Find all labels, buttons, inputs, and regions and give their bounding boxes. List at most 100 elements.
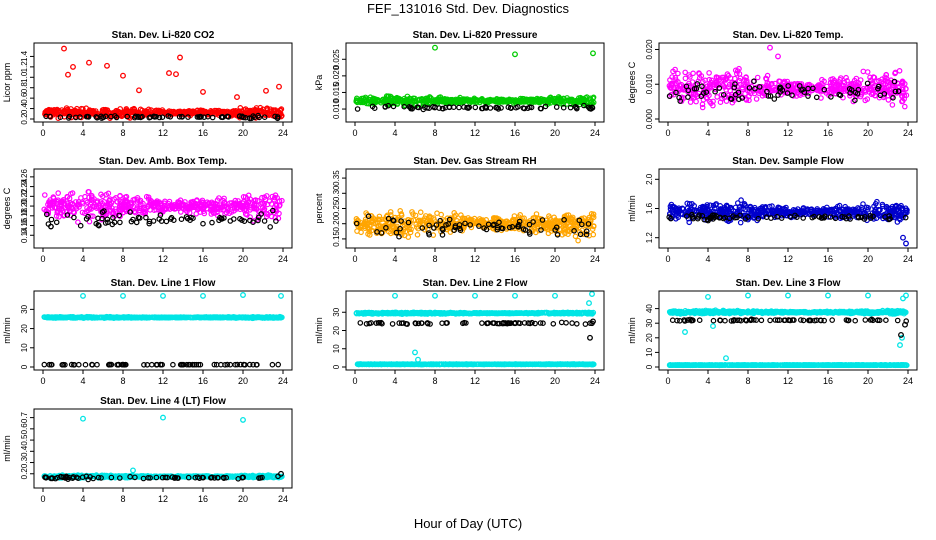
data-point bbox=[269, 207, 276, 214]
data-point bbox=[405, 234, 412, 240]
data-point bbox=[808, 206, 815, 213]
data-point bbox=[590, 231, 597, 238]
x-tick-label: 12 bbox=[158, 376, 168, 386]
data-point bbox=[864, 69, 871, 75]
data-point bbox=[413, 221, 419, 228]
data-point bbox=[189, 109, 195, 116]
data-point bbox=[555, 97, 561, 104]
y-tick-label: 0.14 bbox=[20, 227, 29, 243]
data-point bbox=[126, 314, 132, 321]
data-point bbox=[185, 314, 192, 321]
data-point bbox=[434, 310, 440, 317]
data-point bbox=[714, 94, 721, 100]
data-point bbox=[107, 313, 113, 320]
data-point bbox=[577, 231, 584, 238]
data-point bbox=[237, 113, 243, 119]
data-point bbox=[448, 99, 455, 105]
data-point bbox=[675, 209, 681, 216]
data-point bbox=[731, 84, 738, 91]
data-point bbox=[832, 82, 838, 89]
data-point bbox=[517, 212, 524, 218]
x-tick-label: 12 bbox=[783, 254, 793, 264]
y-tick-label: 0.18 bbox=[20, 207, 29, 223]
outlier-point bbox=[104, 62, 110, 69]
y-tick-label: 0.20 bbox=[332, 215, 341, 231]
y-tick-label: 0.2 bbox=[20, 113, 29, 125]
data-point bbox=[209, 219, 215, 226]
data-point bbox=[193, 204, 200, 210]
data-points bbox=[41, 189, 285, 230]
data-point bbox=[736, 71, 743, 77]
x-tick-label: 20 bbox=[550, 128, 560, 138]
data-point bbox=[237, 216, 243, 222]
data-point bbox=[565, 310, 571, 317]
data-point bbox=[82, 361, 89, 368]
data-point bbox=[415, 104, 422, 111]
data-point bbox=[506, 310, 513, 316]
data-point bbox=[898, 93, 905, 99]
data-point bbox=[456, 104, 462, 111]
data-point bbox=[53, 219, 60, 226]
data-point bbox=[560, 104, 567, 111]
data-point bbox=[127, 109, 134, 115]
data-point bbox=[569, 215, 575, 222]
data-point bbox=[376, 310, 383, 317]
data-point bbox=[271, 194, 278, 201]
y-tick-label: 1.2 bbox=[20, 61, 29, 73]
data-point bbox=[200, 220, 206, 227]
data-point bbox=[707, 85, 714, 91]
data-point bbox=[505, 104, 512, 111]
data-point bbox=[213, 361, 220, 368]
data-point bbox=[500, 96, 507, 103]
data-point bbox=[821, 215, 828, 221]
data-point bbox=[899, 98, 905, 105]
data-point bbox=[739, 95, 746, 101]
data-point bbox=[452, 212, 459, 219]
outlier-point bbox=[120, 72, 126, 79]
data-point bbox=[671, 204, 678, 210]
data-point bbox=[668, 82, 675, 88]
data-point bbox=[425, 96, 432, 103]
data-point bbox=[426, 231, 433, 238]
data-point bbox=[85, 114, 92, 120]
data-point bbox=[690, 91, 697, 97]
data-point bbox=[372, 98, 378, 104]
data-point bbox=[706, 92, 712, 99]
data-point bbox=[434, 224, 441, 231]
data-point bbox=[374, 220, 381, 226]
x-tick-label: 8 bbox=[745, 254, 750, 264]
data-point bbox=[790, 87, 796, 93]
data-point bbox=[486, 310, 493, 316]
x-tick-label: 0 bbox=[665, 254, 670, 264]
data-point bbox=[578, 221, 585, 228]
outlier-point bbox=[432, 44, 438, 51]
data-point bbox=[171, 110, 177, 116]
y-tick-label: 0.015 bbox=[332, 82, 341, 103]
data-point bbox=[828, 76, 834, 83]
outlier-point bbox=[415, 356, 421, 363]
outlier-point bbox=[278, 292, 284, 299]
data-point bbox=[390, 225, 397, 232]
data-point bbox=[360, 98, 366, 104]
data-point bbox=[170, 361, 176, 368]
data-point bbox=[387, 230, 394, 237]
data-point bbox=[60, 361, 67, 368]
data-point bbox=[794, 214, 800, 221]
data-point bbox=[572, 233, 579, 240]
data-point bbox=[232, 201, 239, 207]
data-point bbox=[176, 114, 183, 120]
data-point bbox=[156, 314, 163, 321]
data-point bbox=[186, 361, 192, 368]
data-point bbox=[406, 226, 413, 233]
data-point bbox=[411, 98, 418, 104]
data-point bbox=[157, 108, 163, 115]
data-point bbox=[69, 190, 76, 196]
data-point bbox=[135, 113, 141, 120]
data-point bbox=[711, 79, 718, 86]
x-tick-label: 16 bbox=[198, 254, 208, 264]
data-point bbox=[451, 227, 458, 234]
data-point bbox=[557, 97, 564, 103]
outlier-point bbox=[512, 51, 518, 58]
outlier-point bbox=[432, 292, 438, 299]
data-point bbox=[491, 97, 498, 104]
